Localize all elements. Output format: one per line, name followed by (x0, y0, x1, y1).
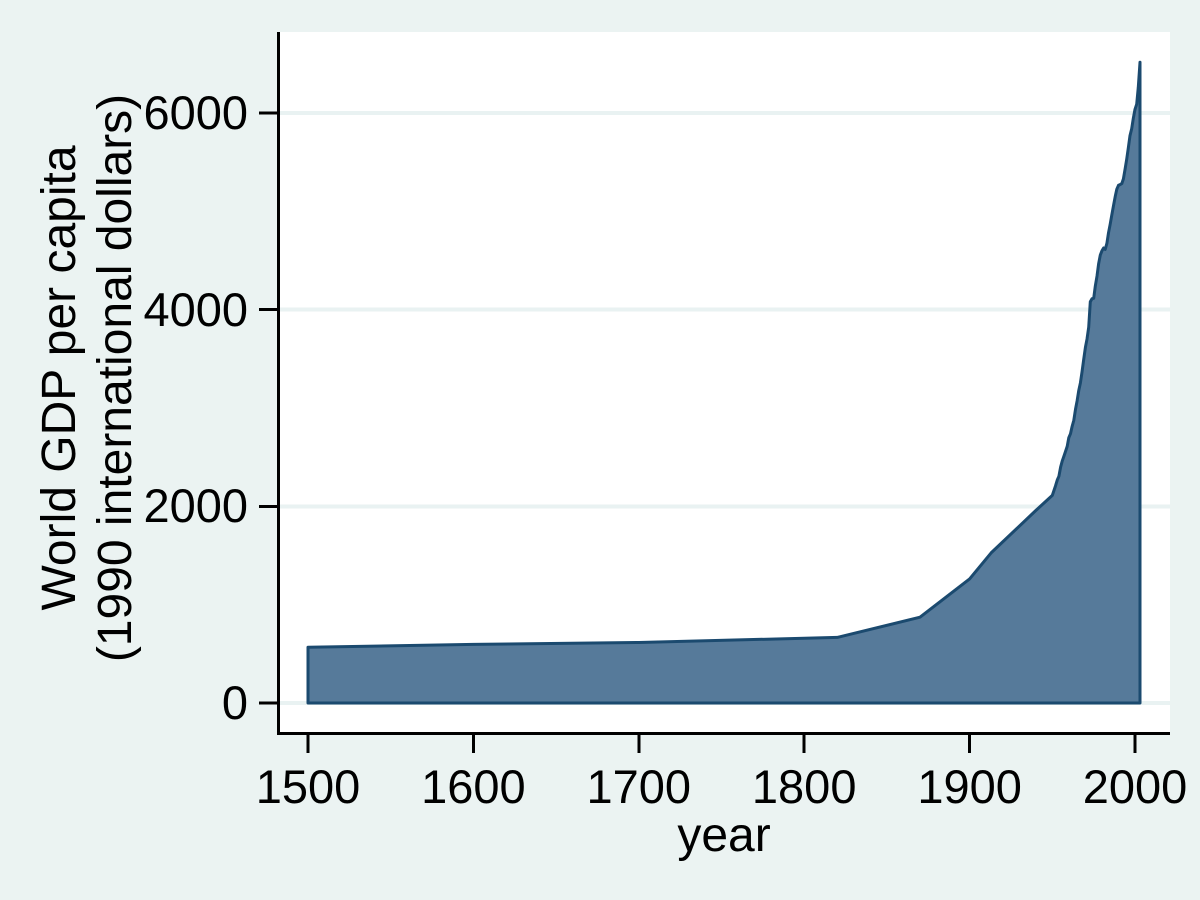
y-axis-title-line1: World GDP per capita (33, 145, 86, 611)
gdp-area-series (306, 60, 1142, 705)
x-tick-label-2000: 2000 (1082, 760, 1188, 813)
y-axis-title: World GDP per capita (1990 international… (32, 94, 144, 662)
x-tick-label-1600: 1600 (421, 760, 526, 813)
y-axis-title-line2: (1990 international dollars) (89, 93, 142, 663)
y-tick-label-6000: 6000 (143, 86, 248, 139)
x-tick-label-1900: 1900 (917, 760, 1022, 813)
x-axis-title: year (677, 809, 771, 862)
x-tick-label-1800: 1800 (751, 760, 857, 813)
x-tick-label-1500: 1500 (255, 760, 361, 813)
y-tick-label-2000: 2000 (143, 479, 248, 533)
y-tick-label-0: 0 (221, 676, 248, 729)
y-tick-label-4000: 4000 (143, 282, 248, 336)
x-tick-label-1700: 1700 (586, 760, 692, 813)
